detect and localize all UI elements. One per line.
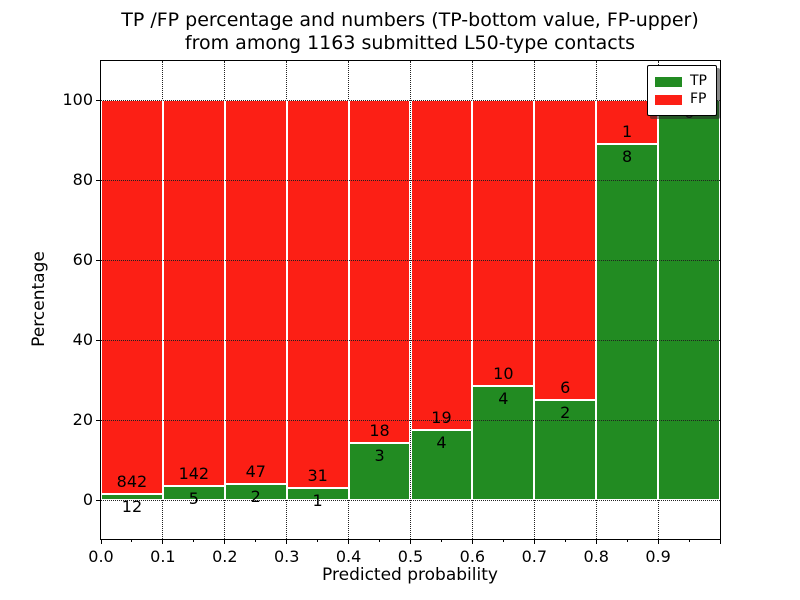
x-minor-tick	[626, 540, 628, 542]
chart-title: TP /FP percentage and numbers (TP-bottom…	[121, 9, 699, 55]
bar-segment-fp	[162, 100, 225, 487]
horizontal-gridline	[101, 499, 720, 501]
legend-swatch-fp	[655, 94, 682, 105]
x-tick-label: 0.3	[273, 547, 300, 566]
tp-count-label: 5	[188, 489, 199, 509]
x-tick	[348, 540, 350, 544]
bar-segment-tp	[224, 483, 287, 500]
fp-count-label: 19	[431, 408, 452, 428]
legend: TP FP	[647, 65, 717, 116]
horizontal-gridline	[101, 179, 720, 181]
bar-segment-fp	[101, 100, 163, 495]
fp-count-label: 18	[369, 420, 390, 440]
bar-segment-fp	[410, 100, 473, 431]
legend-item: TP	[655, 74, 707, 89]
legend-item: FP	[655, 92, 707, 107]
tp-count-label: 12	[121, 497, 143, 517]
tp-count-label: 1	[312, 490, 323, 510]
fp-count-label: 31	[307, 465, 328, 485]
x-minor-tick	[440, 540, 442, 542]
horizontal-gridline	[101, 99, 720, 101]
x-tick	[471, 540, 473, 544]
bar-segment-tp	[410, 430, 473, 500]
x-tick	[162, 540, 164, 544]
y-tick-label: 0	[82, 490, 93, 509]
x-minor-tick	[317, 540, 319, 542]
fp-count-label: 10	[493, 363, 514, 383]
bar-segment-fp	[534, 100, 597, 400]
x-tick	[410, 540, 411, 544]
plot-area: 8421214254723111831941046218060.00.10.20…	[62, 60, 721, 566]
legend-swatch-tp	[655, 76, 682, 87]
bar-segment-fp	[472, 100, 535, 386]
y-tick-label: 100	[62, 90, 93, 109]
bar-segment-tp	[658, 100, 720, 500]
fp-count-label: 47	[245, 461, 266, 481]
y-tick	[96, 259, 100, 261]
y-tick-label: 40	[72, 330, 93, 349]
x-tick	[719, 540, 721, 544]
y-tick	[96, 499, 100, 501]
chart-title-line2: from among 1163 submitted L50-type conta…	[184, 32, 636, 54]
x-tick-label: 0.9	[645, 547, 671, 566]
x-minor-tick	[502, 540, 504, 542]
y-tick-label: 20	[72, 410, 93, 429]
tp-count-label: 2	[560, 403, 571, 422]
x-minor-tick	[193, 540, 195, 542]
bar-segment-tp	[348, 442, 411, 500]
x-tick-label: 0.8	[583, 547, 609, 566]
tp-count-label: 2	[250, 486, 261, 506]
x-tick-label: 0.4	[335, 547, 362, 566]
x-minor-tick	[255, 540, 257, 542]
x-tick	[224, 540, 226, 544]
x-minor-tick	[688, 540, 690, 542]
y-tick	[96, 179, 100, 181]
x-minor-tick	[131, 540, 133, 542]
horizontal-gridline	[101, 259, 720, 261]
x-tick	[657, 540, 659, 544]
fp-count-label: 1	[622, 122, 633, 142]
bar-segment-tp	[472, 385, 535, 500]
y-tick-label: 80	[72, 170, 93, 189]
tp-count-label: 4	[498, 388, 509, 408]
x-tick-label: 0.7	[521, 547, 548, 566]
x-tick	[595, 540, 597, 544]
tp-count-label: 3	[374, 445, 385, 465]
x-axis-label: Predicted probability	[322, 565, 498, 585]
bar-segment-fp	[348, 100, 411, 443]
x-minor-tick	[379, 540, 381, 542]
bar-segment-tp	[162, 486, 225, 500]
chart-title-line1: TP /FP percentage and numbers (TP-bottom…	[121, 9, 699, 31]
horizontal-gridline	[101, 419, 720, 421]
bar-segment-tp	[596, 144, 659, 500]
x-tick-label: 0.5	[397, 547, 424, 566]
x-tick	[533, 540, 535, 544]
x-tick-label: 0.6	[459, 547, 486, 566]
x-tick	[286, 540, 288, 544]
legend-label: FP	[690, 91, 707, 107]
y-tick	[96, 99, 100, 101]
y-tick-label: 60	[72, 250, 93, 269]
fp-count-label: 6	[560, 378, 571, 397]
legend-label: TP	[690, 73, 707, 89]
x-tick-label: 0.2	[212, 547, 238, 566]
x-tick-label: 0.0	[88, 547, 114, 566]
bar-segment-fp	[286, 100, 349, 488]
y-tick	[96, 339, 100, 341]
x-tick	[100, 540, 102, 544]
tp-count-label: 8	[622, 147, 633, 167]
x-tick-label: 0.1	[150, 547, 176, 566]
x-minor-tick	[564, 540, 566, 542]
fp-count-label: 142	[178, 464, 210, 484]
fp-count-label: 842	[116, 472, 148, 492]
bar-segment-fp	[224, 100, 287, 484]
y-tick	[96, 419, 100, 421]
tp-count-label: 4	[436, 433, 447, 453]
horizontal-gridline	[101, 339, 720, 341]
